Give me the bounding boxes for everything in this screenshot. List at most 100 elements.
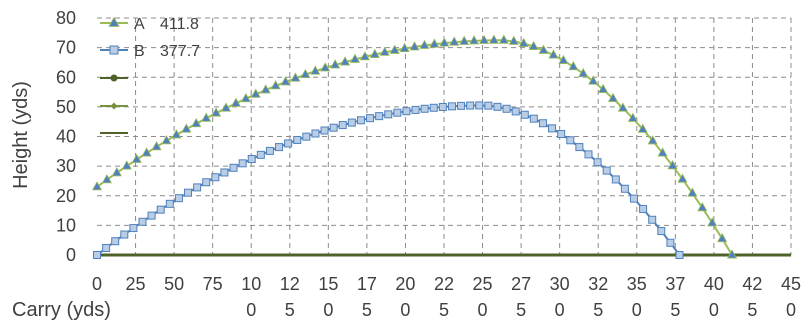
data-point [256, 150, 265, 159]
data-point [320, 126, 329, 135]
x-tick-label-line2: 0 [555, 300, 565, 320]
y-tick-label: 60 [56, 67, 76, 87]
x-tick-label-line2: 0 [786, 300, 796, 320]
data-point [548, 124, 557, 133]
data-point [310, 65, 321, 75]
data-point [457, 101, 466, 110]
x-tick-label-line2: 0 [478, 300, 488, 320]
legend-marker-empty [110, 102, 118, 110]
data-point [238, 159, 247, 168]
data-point [558, 54, 569, 64]
data-point [520, 110, 529, 119]
data-point [647, 135, 658, 145]
x-tick-label: 10 [241, 274, 261, 294]
data-point [566, 136, 575, 145]
data-point [91, 181, 103, 191]
y-tick-label: 70 [56, 38, 76, 58]
data-point [639, 204, 648, 213]
x-tick-label: 27 [511, 274, 531, 294]
data-point [356, 116, 365, 125]
x-axis: 0 25 50 75 100125150175200225250275300325350… [92, 274, 801, 320]
data-point [320, 62, 331, 72]
data-point [399, 42, 410, 53]
y-axis-title: Height (yds) [10, 81, 32, 189]
data-point [220, 102, 232, 112]
data-point [575, 143, 584, 152]
data-point [666, 238, 675, 247]
y-tick-label: 40 [56, 127, 76, 147]
data-point [181, 123, 192, 133]
data-point [191, 117, 202, 128]
series-B [93, 101, 684, 259]
data-point [171, 129, 182, 139]
data-point [184, 188, 193, 197]
x-tick-label-line2: 0 [246, 300, 256, 320]
data-point [156, 205, 165, 214]
x-tick-label-line2: 5 [516, 300, 526, 320]
x-tick-label: 42 [742, 274, 762, 294]
data-point [366, 114, 375, 123]
data-point [379, 46, 390, 56]
y-tick-label: 50 [56, 97, 76, 117]
y-axis: 0 10 20 30 40 50 60 70 80 [56, 8, 76, 265]
data-point [121, 160, 132, 170]
data-point [568, 60, 579, 71]
legend-value: 377.7 [160, 43, 200, 60]
data-point [697, 201, 708, 212]
data-point [677, 173, 688, 183]
data-point [607, 92, 619, 102]
legend: A 411.8 B 377.7 [100, 16, 200, 134]
data-point [620, 184, 629, 193]
data-point [165, 199, 174, 208]
legend-marker [108, 16, 120, 27]
data-point [648, 215, 657, 224]
x-tick-label: 25 [126, 274, 146, 294]
data-point [129, 224, 138, 233]
data-point [393, 108, 402, 117]
x-tick-label: 32 [588, 274, 608, 294]
x-tick-label-line2: 0 [632, 300, 642, 320]
x-tick-label-line2: 0 [400, 300, 410, 320]
data-point [311, 129, 320, 138]
data-point [340, 56, 351, 66]
x-tick-label: 25 [473, 274, 493, 294]
x-tick-label: 20 [395, 274, 415, 294]
y-tick-label: 20 [56, 186, 76, 206]
data-point [511, 107, 520, 116]
data-point [369, 48, 380, 58]
data-point [147, 211, 156, 220]
data-point [293, 135, 302, 144]
data-point [419, 39, 430, 49]
data-point [247, 155, 256, 164]
data-point [141, 147, 152, 157]
data-point [657, 147, 668, 157]
legend-marker-empty [110, 74, 118, 82]
x-tick-label-line2: 5 [439, 300, 449, 320]
data-point [338, 121, 347, 130]
data-point [201, 112, 212, 122]
data-point [280, 76, 291, 86]
data-point [498, 34, 509, 44]
data-point [389, 44, 400, 54]
data-point [617, 102, 629, 112]
data-point [429, 38, 440, 48]
data-point [111, 237, 120, 246]
data-point [548, 49, 559, 59]
x-tick-label-line2: 5 [285, 300, 295, 320]
x-tick-label: 75 [203, 274, 223, 294]
data-point [588, 75, 599, 85]
data-point [508, 35, 519, 45]
x-tick-label: 35 [627, 274, 647, 294]
y-tick-label: 80 [56, 8, 76, 28]
data-point [384, 110, 393, 119]
data-point [240, 92, 251, 103]
data-point [420, 104, 429, 113]
data-point [484, 101, 493, 110]
data-point [538, 119, 547, 128]
data-point [300, 68, 311, 79]
data-point [488, 34, 500, 44]
x-axis-title: Carry (yds) [12, 299, 111, 321]
series-layer [91, 34, 738, 259]
data-point [202, 178, 211, 187]
